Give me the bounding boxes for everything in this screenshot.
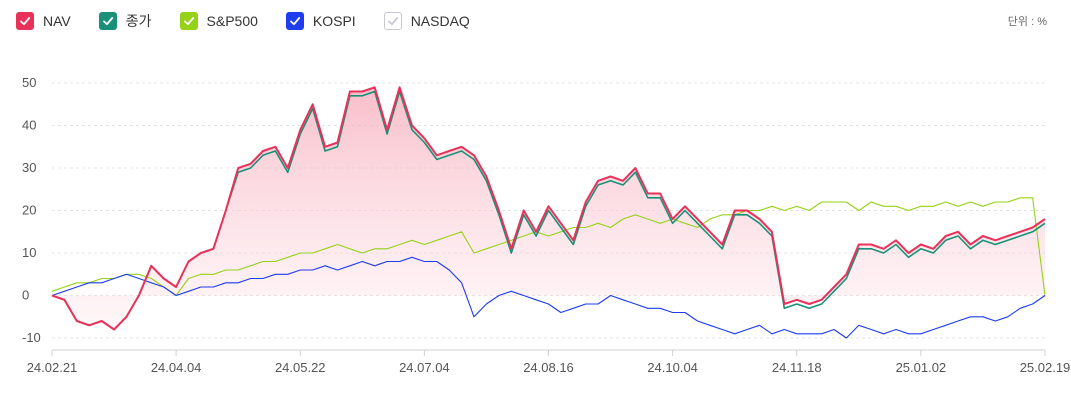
legend-checkbox[interactable] bbox=[285, 12, 304, 30]
legend-checkbox[interactable] bbox=[98, 12, 117, 30]
x-tick-label: 24.07.04 bbox=[399, 360, 450, 375]
check-icon bbox=[20, 17, 31, 26]
legend-label: NAV bbox=[43, 13, 71, 29]
legend-checkbox[interactable] bbox=[16, 12, 34, 30]
check-icon bbox=[183, 17, 194, 26]
x-tick-label: 25.02.19 bbox=[1020, 360, 1071, 375]
x-tick-label: 24.10.04 bbox=[647, 360, 698, 375]
series-line-kospi bbox=[51, 256, 1046, 339]
chart-legend: NAV 종가 S&P500 KOSPI NASDAQ bbox=[16, 11, 498, 31]
x-tick-label: 24.04.04 bbox=[151, 360, 202, 375]
y-tick-label: 30 bbox=[22, 160, 36, 175]
legend-label: S&P500 bbox=[206, 13, 258, 29]
check-icon bbox=[289, 17, 300, 26]
series-line-sp500 bbox=[51, 197, 1046, 297]
check-icon bbox=[387, 17, 398, 26]
legend-item-kospi[interactable]: KOSPI bbox=[285, 12, 356, 30]
x-tick-label: 24.05.22 bbox=[275, 360, 326, 375]
unit-label: 단위 : % bbox=[1007, 16, 1047, 28]
x-tick-label: 24.02.21 bbox=[27, 360, 78, 375]
legend-label: KOSPI bbox=[312, 13, 356, 29]
legend-item-nasdaq[interactable]: NASDAQ bbox=[383, 12, 470, 30]
y-tick-label: 0 bbox=[22, 288, 29, 303]
series-line-nav bbox=[51, 86, 1046, 331]
y-tick-label: 50 bbox=[22, 75, 36, 90]
legend-item-nav[interactable]: NAV bbox=[16, 12, 71, 30]
y-tick-label: 20 bbox=[22, 203, 36, 218]
x-tick-label: 24.08.16 bbox=[523, 360, 574, 375]
y-tick-label: 10 bbox=[22, 245, 36, 260]
check-icon bbox=[102, 17, 113, 26]
y-tick-label: -10 bbox=[22, 330, 41, 345]
legend-label: NASDAQ bbox=[410, 13, 470, 29]
y-tick-label: 40 bbox=[22, 118, 36, 133]
legend-item-sp500[interactable]: S&P500 bbox=[179, 12, 258, 30]
legend-item-종가[interactable]: 종가 bbox=[98, 11, 152, 31]
x-tick-label: 24.11.18 bbox=[772, 360, 822, 375]
x-tick-label: 25.01.02 bbox=[896, 360, 947, 375]
legend-label: 종가 bbox=[125, 13, 152, 29]
legend-checkbox[interactable] bbox=[383, 12, 402, 30]
legend-checkbox[interactable] bbox=[179, 12, 198, 30]
